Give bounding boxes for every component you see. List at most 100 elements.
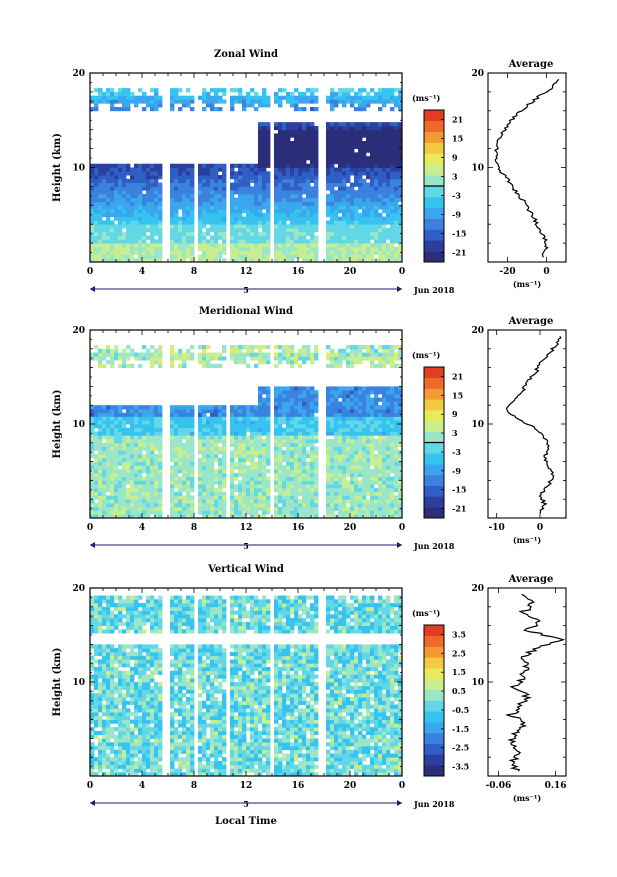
heatmap-cell	[394, 96, 398, 100]
heatmap-cell	[198, 428, 202, 432]
heatmap-cell	[338, 507, 342, 511]
heatmap-cell	[114, 194, 118, 198]
heatmap-cell	[350, 465, 354, 469]
heatmap-cell	[298, 394, 302, 398]
heatmap-cell	[278, 462, 282, 466]
heatmap-cell	[234, 232, 238, 236]
heatmap-cell	[358, 137, 362, 141]
heatmap-cell	[306, 454, 310, 458]
heatmap-cell	[382, 145, 386, 149]
heatmap-cell	[366, 409, 370, 413]
heatmap-cell	[330, 251, 334, 255]
heatmap-cell	[374, 194, 378, 198]
heatmap-cell	[346, 405, 350, 409]
heatmap-cell	[102, 364, 106, 368]
heatmap-cell	[278, 168, 282, 172]
heatmap-cell	[378, 190, 382, 194]
heatmap-cell	[130, 198, 134, 202]
heatmap-cell	[250, 469, 254, 473]
heatmap-cell	[290, 484, 294, 488]
heatmap-cell	[146, 224, 150, 228]
heatmap-cell	[130, 465, 134, 469]
heatmap-cell	[330, 394, 334, 398]
heatmap-cell	[262, 432, 266, 436]
heatmap-cell	[98, 205, 102, 209]
heatmap-cell	[202, 484, 206, 488]
heatmap-cell	[214, 194, 218, 198]
heatmap-cell	[366, 220, 370, 224]
heatmap-cell	[154, 194, 158, 198]
heatmap-cell	[394, 220, 398, 224]
heatmap-cell	[130, 439, 134, 443]
heatmap-cell	[374, 510, 378, 514]
heatmap-cell	[358, 499, 362, 503]
heatmap-cell	[130, 413, 134, 417]
heatmap-cell	[358, 224, 362, 228]
heatmap-cell	[338, 477, 342, 481]
heatmap-cell	[182, 209, 186, 213]
heatmap-cell	[234, 353, 238, 357]
heatmap-cell	[206, 213, 210, 217]
heatmap-cell	[378, 413, 382, 417]
heatmap-cell	[242, 247, 246, 251]
heatmap-cell	[230, 416, 234, 420]
heatmap-cell	[154, 171, 158, 175]
heatmap-cell	[190, 409, 194, 413]
heatmap-cell	[262, 202, 266, 206]
heatmap-cell	[206, 164, 210, 168]
heatmap-cell	[298, 465, 302, 469]
heatmap-cell	[214, 239, 218, 243]
heatmap-cell	[178, 186, 182, 190]
heatmap-cell	[274, 183, 278, 187]
heatmap-cell	[266, 149, 270, 153]
heatmap-cell	[230, 458, 234, 462]
heatmap-cell	[146, 190, 150, 194]
heatmap-cell	[382, 394, 386, 398]
heatmap-cell	[262, 510, 266, 514]
heatmap-cell	[382, 477, 386, 481]
heatmap-cell	[314, 186, 318, 190]
heatmap-cell	[242, 492, 246, 496]
heatmap-cell	[170, 432, 174, 436]
heatmap-cell	[274, 458, 278, 462]
heatmap-cell	[278, 130, 282, 134]
heatmap-cell	[338, 99, 342, 103]
heatmap-cell	[274, 186, 278, 190]
heatmap-cell	[294, 428, 298, 432]
heatmap-cell	[202, 439, 206, 443]
heatmap-cell	[118, 499, 122, 503]
heatmap-cell	[202, 488, 206, 492]
heatmap-cell	[338, 179, 342, 183]
heatmap-cell	[94, 424, 98, 428]
heatmap-cell	[230, 209, 234, 213]
heatmap-cell	[378, 133, 382, 137]
heatmap-cell	[366, 168, 370, 172]
heatmap-cell	[190, 416, 194, 420]
heatmap-cell	[158, 345, 162, 349]
heatmap-cell	[294, 251, 298, 255]
heatmap-cell	[210, 198, 214, 202]
heatmap-cell	[174, 507, 178, 511]
heatmap-cell	[246, 349, 250, 353]
heatmap-cell	[234, 202, 238, 206]
heatmap-cell	[298, 401, 302, 405]
heatmap-cell	[238, 447, 242, 451]
heatmap-cell	[122, 405, 126, 409]
heatmap-cell	[150, 454, 154, 458]
heatmap-cell	[182, 428, 186, 432]
heatmap-cell	[150, 465, 154, 469]
heatmap-cell	[274, 254, 278, 258]
heatmap-cell	[286, 401, 290, 405]
heatmap-cell	[366, 439, 370, 443]
heatmap-cell	[266, 251, 270, 255]
heatmap-cell	[338, 416, 342, 420]
heatmap-cell	[274, 398, 278, 402]
heatmap-cell	[314, 156, 318, 160]
heatmap-cell	[126, 247, 130, 251]
heatmap-cell	[310, 239, 314, 243]
heatmap-cell	[254, 236, 258, 240]
heatmap-cell	[294, 405, 298, 409]
heatmap-cell	[214, 428, 218, 432]
heatmap-cell	[242, 236, 246, 240]
heatmap-cell	[230, 409, 234, 413]
